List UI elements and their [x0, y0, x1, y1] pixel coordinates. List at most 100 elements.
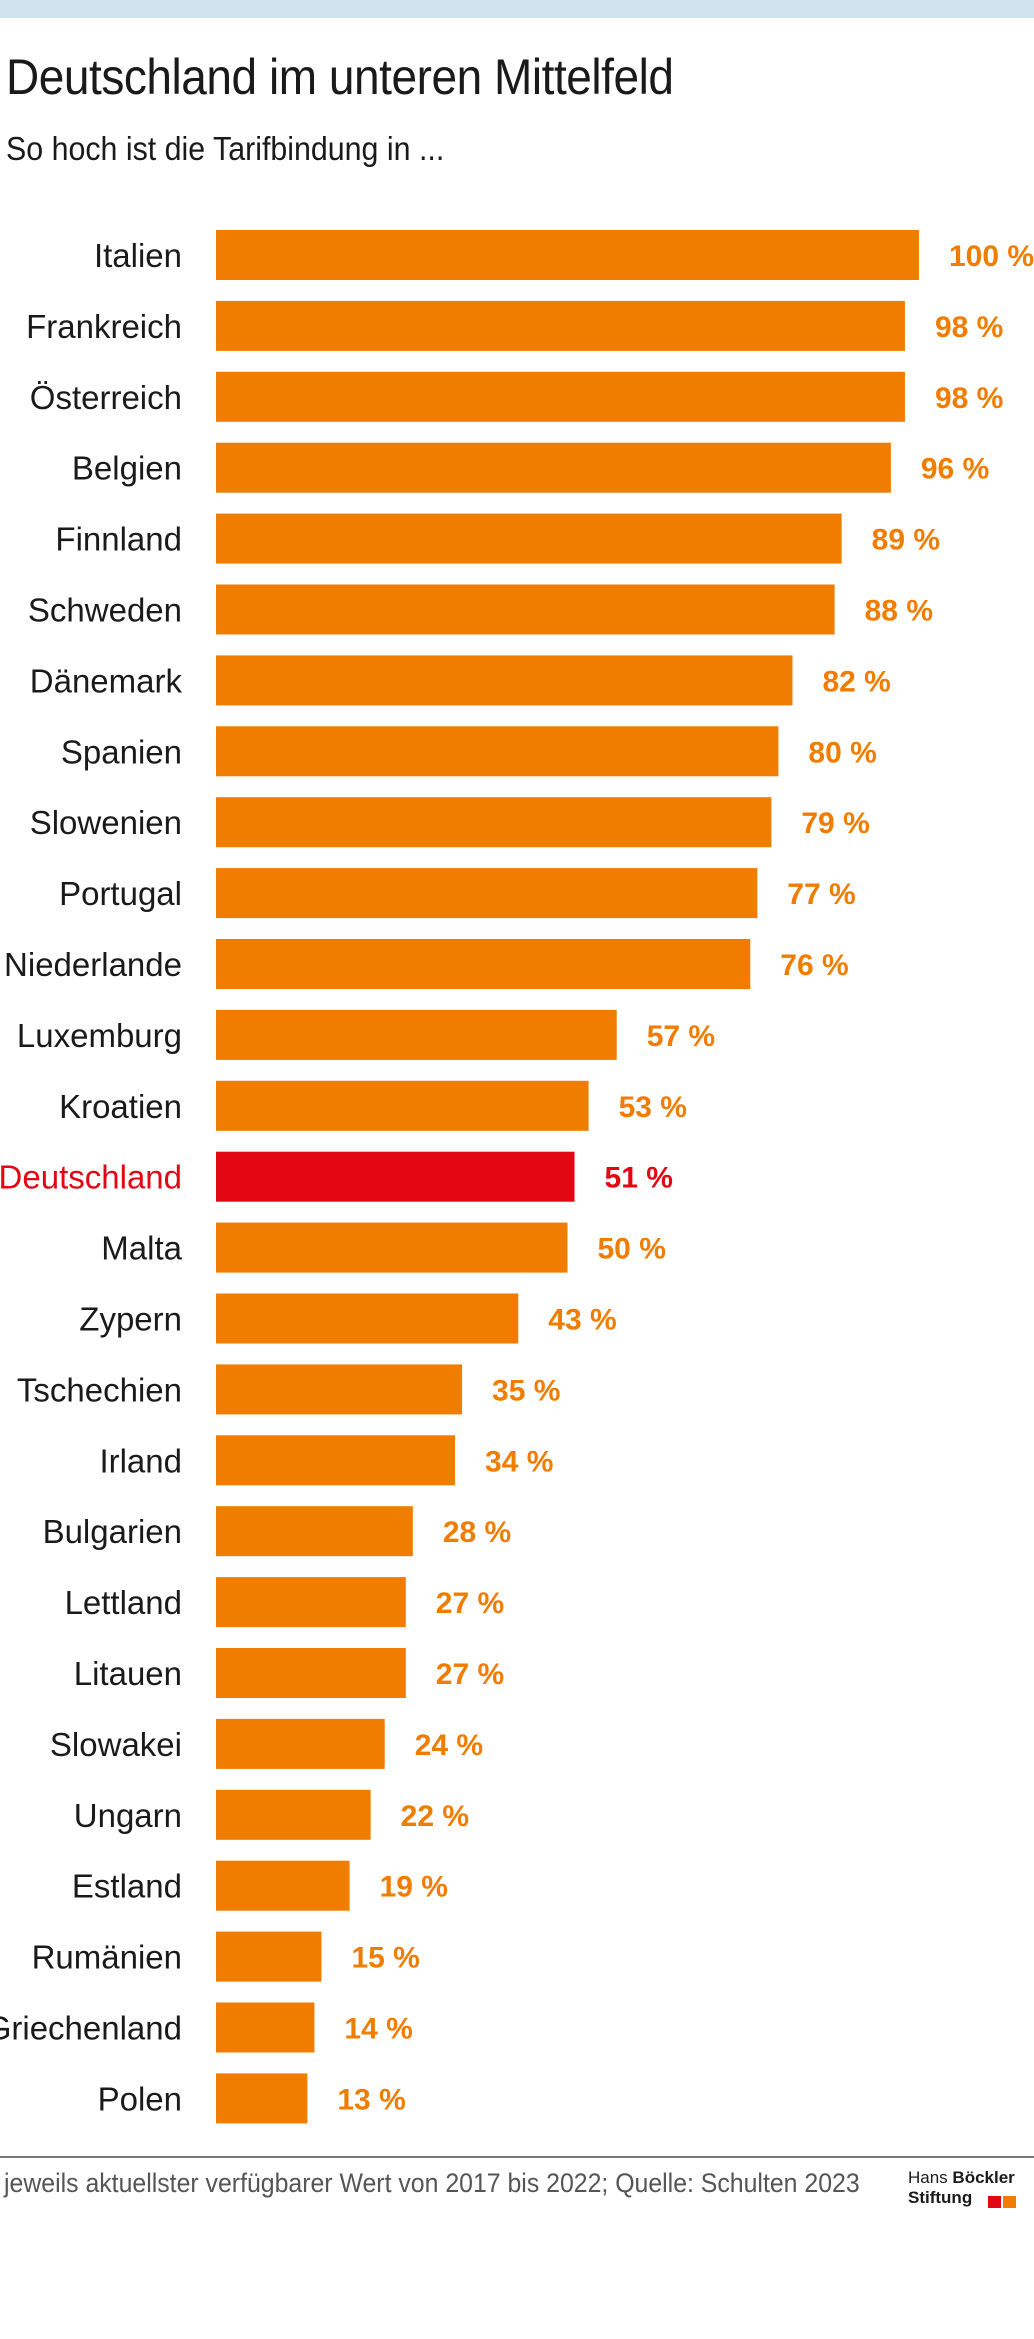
bar-chart: Italien 100 % Frankreich 98 % Österreich 98 %…: [0, 230, 1034, 2124]
value-label: 88 %: [865, 595, 933, 628]
bar-row-estland: Estland 19 %: [72, 1860, 448, 1911]
logo-line-2: Stiftung: [908, 2188, 973, 2207]
category-label: Irland: [99, 1442, 182, 1479]
footer-divider: [0, 2156, 1034, 2158]
value-label: 28 %: [443, 1516, 511, 1549]
bar: [216, 2002, 315, 2053]
value-label: 22 %: [401, 1800, 469, 1833]
bar: [216, 1577, 406, 1628]
value-label: 82 %: [822, 665, 890, 698]
bar: [216, 584, 835, 635]
category-label: Luxemburg: [17, 1017, 182, 1054]
category-label: Frankreich: [26, 308, 182, 345]
bar: [216, 1151, 575, 1202]
bar-row-slowenien: Slowenien 79 %: [30, 797, 870, 848]
bar: [216, 300, 905, 351]
bar: [216, 1080, 589, 1131]
logo-line-1: Hans Böckler: [908, 2168, 1028, 2188]
bar-row-kroatien: Kroatien 53 %: [59, 1080, 687, 1131]
category-label: Belgien: [72, 450, 182, 487]
bar-row-ungarn: Ungarn 22 %: [74, 1789, 469, 1840]
category-label: Niederlande: [4, 946, 182, 983]
value-label: 57 %: [647, 1020, 715, 1053]
source-note: jeweils aktuellster verfügbarer Wert von…: [4, 2168, 860, 2198]
bar-row-schweden: Schweden 88 %: [28, 584, 933, 635]
bar-row-slowakei: Slowakei 24 %: [50, 1718, 483, 1769]
category-label: Kroatien: [59, 1088, 182, 1125]
value-label: 100 %: [949, 240, 1034, 273]
bar-row-osterreich: Österreich 98 %: [30, 371, 1003, 422]
bar: [216, 1789, 371, 1840]
bar: [216, 371, 905, 422]
category-label: Finnland: [55, 521, 182, 558]
value-label: 13 %: [337, 2083, 405, 2116]
category-label: Spanien: [61, 733, 182, 770]
category-label: Dänemark: [30, 662, 183, 699]
category-label: Deutschland: [0, 1159, 182, 1196]
value-label: 53 %: [619, 1091, 687, 1124]
value-label: 14 %: [344, 2013, 412, 2046]
logo-word-boeckler: Böckler: [952, 2168, 1015, 2187]
bar-row-italien: Italien 100 %: [94, 230, 1034, 280]
value-label: 43 %: [548, 1304, 616, 1337]
category-label: Bulgarien: [43, 1513, 182, 1550]
value-label: 50 %: [598, 1233, 666, 1266]
bar-row-griechenland: Griechenland 14 %: [0, 2002, 413, 2053]
bar: [216, 1718, 385, 1769]
category-label: Estland: [72, 1868, 182, 1905]
category-label: Litauen: [74, 1655, 182, 1692]
category-label: Griechenland: [0, 2010, 182, 2047]
category-label: Portugal: [59, 875, 182, 912]
bar: [216, 868, 758, 919]
hans-boeckler-stiftung-logo: Hans Böckler Stiftung: [908, 2168, 1028, 2214]
bar: [216, 1435, 456, 1486]
bar-row-frankreich: Frankreich 98 %: [26, 300, 1003, 351]
logo-orange-square: [1003, 2196, 1016, 2208]
value-label: 51 %: [605, 1162, 673, 1195]
bar: [216, 513, 842, 564]
bar: [216, 939, 751, 989]
bar: [216, 1009, 617, 1060]
category-label: Ungarn: [74, 1797, 182, 1834]
top-accent-bar: [0, 0, 1034, 18]
bar-row-finnland: Finnland 89 %: [55, 513, 940, 564]
bar-row-lettland: Lettland 27 %: [65, 1577, 504, 1628]
bar: [216, 797, 772, 848]
value-label: 89 %: [872, 524, 940, 557]
value-label: 24 %: [415, 1729, 483, 1762]
bar-row-portugal: Portugal 77 %: [59, 868, 856, 919]
category-label: Schweden: [28, 592, 182, 629]
value-label: 27 %: [436, 1587, 504, 1620]
category-label: Italien: [94, 237, 182, 274]
chart-subtitle: So hoch ist die Tarifbindung in ...: [6, 130, 445, 167]
bar: [216, 442, 891, 493]
category-label: Malta: [101, 1230, 182, 1267]
bar: [216, 1293, 519, 1344]
bar-row-deutschland: Deutschland 51 %: [0, 1151, 673, 1202]
category-label: Österreich: [30, 379, 182, 416]
category-label: Slowakei: [50, 1726, 182, 1763]
value-label: 98 %: [935, 311, 1003, 344]
bar: [216, 1860, 350, 1911]
bar-row-bulgarien: Bulgarien 28 %: [43, 1506, 511, 1557]
bar-row-luxemburg: Luxemburg 57 %: [17, 1009, 715, 1060]
bar: [216, 1506, 413, 1557]
bar: [216, 655, 793, 706]
bar: [216, 1222, 568, 1273]
bar-row-belgien: Belgien 96 %: [72, 442, 989, 493]
value-label: 96 %: [921, 453, 989, 486]
value-label: 76 %: [780, 949, 848, 982]
bar: [216, 230, 919, 280]
bar-row-malta: Malta 50 %: [101, 1222, 666, 1273]
bar-row-danemark: Dänemark 82 %: [30, 655, 891, 706]
bar-row-polen: Polen 13 %: [98, 2073, 406, 2124]
category-label: Tschechien: [17, 1371, 182, 1408]
bar: [216, 726, 779, 777]
bar: [216, 1364, 463, 1415]
bar-row-niederlande: Niederlande 76 %: [4, 939, 849, 989]
value-label: 79 %: [801, 807, 869, 840]
chart-title: Deutschland im unteren Mittelfeld: [6, 49, 674, 105]
bar-row-litauen: Litauen 27 %: [74, 1648, 504, 1698]
bar-row-spanien: Spanien 80 %: [61, 726, 877, 777]
category-label: Rumänien: [32, 1939, 182, 1976]
